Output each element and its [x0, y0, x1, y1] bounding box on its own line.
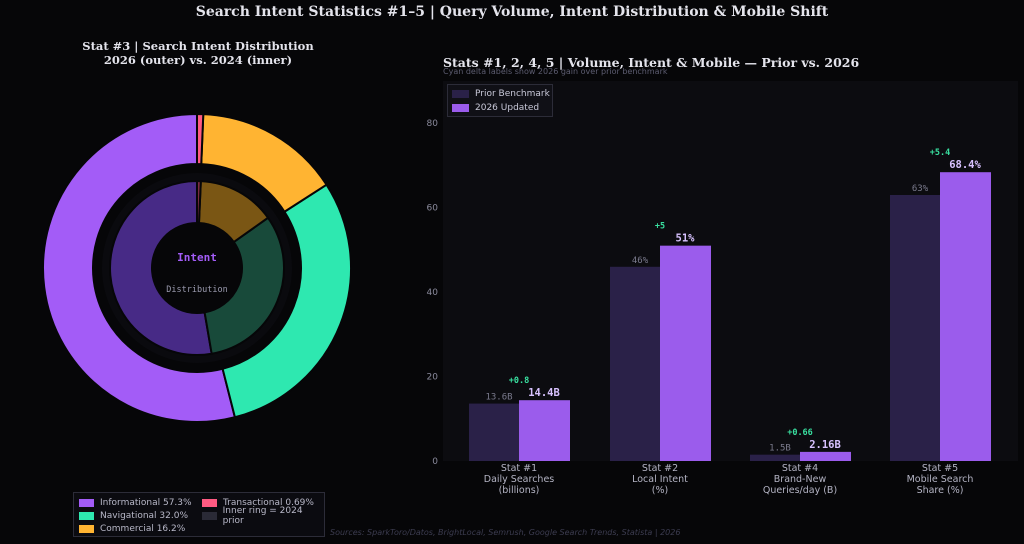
center-sublabel: Distribution	[166, 285, 227, 295]
outer-slice-commercial	[200, 113, 328, 214]
legend-label: Inner ring = 2024 prior	[222, 506, 303, 526]
legend-swatch	[202, 512, 217, 520]
bar-prior-label: 1.5B	[769, 444, 791, 454]
outer-slice-navigational	[221, 183, 352, 419]
donut-hole	[152, 223, 242, 313]
bar-prior-label: 46%	[632, 256, 649, 266]
bar-legend-item: 2026 Updated	[452, 102, 539, 114]
bar-updated	[800, 451, 851, 461]
main-title: Search Intent Statistics #1–5 | Query Vo…	[195, 4, 829, 20]
donut-title-line2: 2026 (outer) vs. 2024 (inner)	[103, 53, 293, 67]
bar-updated	[940, 172, 991, 461]
center-label: Intent	[177, 251, 217, 264]
legend-label: Informational 57.3%	[100, 498, 192, 508]
bar-updated-label: 2.16B	[809, 439, 841, 451]
legend-item: Inner ring = 2024 prior	[202, 506, 324, 526]
bar-legend-label: Prior Benchmark	[475, 89, 550, 99]
y-tick-label: 0	[432, 457, 438, 467]
bar-prior-label: 63%	[912, 184, 929, 194]
donut-chart-title: Stat #3 | Search Intent Distribution 202…	[48, 39, 348, 67]
bar-legend-swatch	[452, 104, 469, 112]
x-tick-label: Stat #5 Mobile Search Share (%)	[907, 463, 974, 496]
delta-label: +0.8	[509, 376, 529, 386]
bars: 13.6B 14.4B+0.8 46% 51% +5 1.5B 2.16B+0.66 63% 6…	[469, 148, 991, 461]
y-tick-label: 60	[427, 204, 439, 214]
outer-slice-informational	[42, 112, 237, 423]
x-tick-label: Stat #2 Local Intent (%)	[632, 463, 688, 496]
bar-prior-label: 13.6B	[485, 393, 512, 403]
source-note: Sources: SparkToro/Datos, BrightLocal, S…	[330, 528, 681, 537]
outer-slice-transactional	[196, 112, 205, 166]
donut-chart: Intent Distribution	[42, 112, 352, 423]
legend-label: Navigational 32.0%	[100, 511, 189, 521]
bar-updated-label: 14.4B	[528, 387, 560, 399]
bar-updated-label: 68.4%	[949, 159, 981, 171]
legend-label: Commercial 16.2%	[100, 524, 186, 534]
x-tick-label: Stat #4 Brand-New Queries/day (B)	[763, 463, 837, 496]
bar-updated	[519, 400, 570, 461]
y-tick-label: 80	[427, 119, 439, 129]
bar-chart-subtitle: Cyan delta labels show 2026 gain over pr…	[443, 67, 668, 76]
legend-item: Informational 57.3%	[79, 497, 192, 509]
bar-legend: Prior Benchmark 2026 Updated	[447, 84, 553, 117]
legend-swatch	[79, 525, 94, 533]
x-axis: Stat #1 Daily Searches (billions) Stat #2 Lo…	[484, 463, 974, 496]
bar-legend-item: Prior Benchmark	[452, 88, 550, 100]
donut-title-line1: Stat #3 | Search Intent Distribution	[82, 39, 314, 53]
delta-label: +5.4	[930, 148, 950, 158]
bar-prior	[469, 403, 519, 461]
outer-ring	[42, 112, 352, 423]
delta-label: +0.66	[787, 428, 813, 438]
bar-prior	[750, 454, 800, 461]
delta-label: +5	[655, 222, 665, 232]
y-tick-label: 20	[427, 373, 439, 383]
legend-swatch	[79, 512, 94, 520]
bar-updated	[660, 245, 711, 461]
bar-legend-swatch	[452, 90, 469, 98]
legend-swatch	[202, 499, 217, 507]
bar-legend-label: 2026 Updated	[475, 103, 540, 113]
y-axis: 0 20 40 60 80	[427, 119, 439, 467]
legend-item: Navigational 32.0%	[79, 510, 188, 522]
donut-legend: Informational 57.3% Transactional 0.69% Na…	[73, 492, 325, 537]
bar-prior	[890, 195, 940, 461]
legend-swatch	[79, 499, 94, 507]
legend-label: Transactional 0.69%	[223, 498, 314, 508]
x-tick-label: Stat #1 Daily Searches (billions)	[484, 463, 555, 496]
legend-item: Commercial 16.2%	[79, 523, 185, 535]
bar-chart-title: Stats #1, 2, 4, 5 | Volume, Intent & Mob…	[443, 55, 860, 70]
bar-prior	[610, 266, 660, 461]
legend-item: Transactional 0.69%	[202, 497, 314, 509]
bar-updated-label: 51%	[676, 233, 696, 245]
y-tick-label: 40	[427, 288, 439, 298]
